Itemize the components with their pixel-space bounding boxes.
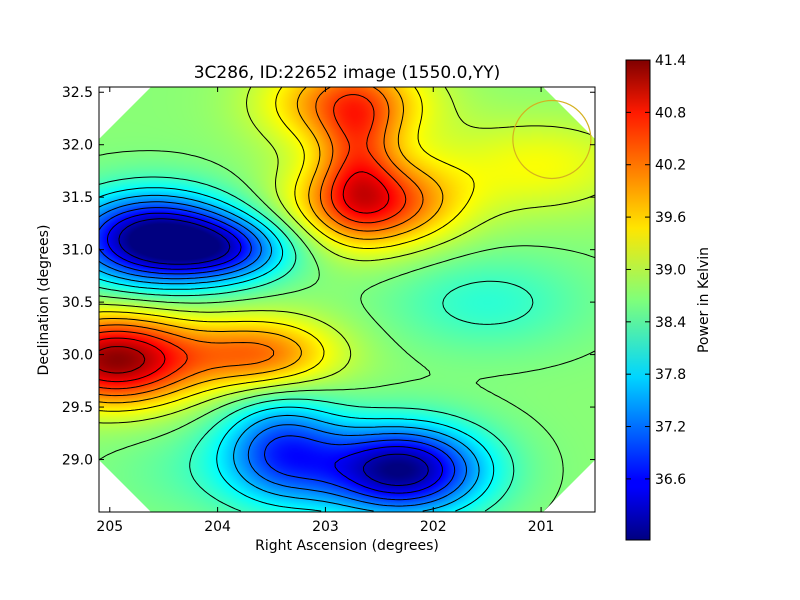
heatmap-image	[99, 87, 595, 512]
y-tick-label: 30.5	[62, 295, 93, 311]
colorbar-tick-label: 37.8	[655, 367, 686, 383]
y-tick-label: 31.0	[62, 243, 93, 259]
colorbar: 36.6 37.2 37.8 38.4 39.0 39.6 40.2 40.8 41.4	[625, 53, 686, 541]
x-axis-label: Right Ascension (degrees)	[255, 538, 439, 554]
contour-level-4	[99, 194, 480, 512]
contour-level-12	[99, 94, 407, 390]
x-tick-label: 202	[420, 519, 447, 535]
colorbar-tick-label: 41.4	[655, 53, 686, 69]
contour-level-3	[99, 201, 467, 507]
contour-level-6	[99, 176, 534, 512]
y-tick-label: 30.0	[62, 348, 93, 364]
colorbar-frame	[625, 59, 651, 541]
contour-level-9	[99, 87, 475, 412]
colorbar-gradient	[626, 60, 650, 540]
colorbar-tick-label: 37.2	[655, 420, 686, 436]
chart-title: 3C286, ID:22652 image (1550.0,YY)	[194, 63, 501, 83]
colorbar-tick-label: 39.0	[655, 262, 686, 278]
colorbar-label: Power in Kelvin	[696, 247, 712, 353]
contour-lines	[99, 87, 595, 512]
contour-level-8	[99, 87, 595, 424]
y-tick-label: 29.5	[62, 400, 93, 416]
colorbar-tick-label: 40.8	[655, 105, 686, 121]
y-tick-label: 32.5	[62, 85, 93, 101]
x-axis-ticks: 205 204 203 202 201	[96, 87, 554, 535]
y-tick-label: 29.0	[62, 453, 93, 469]
contour-level-1	[106, 212, 443, 494]
y-axis-label: Declination (degrees)	[36, 225, 52, 376]
contour-level-13	[99, 171, 390, 383]
x-tick-label: 201	[528, 519, 555, 535]
y-axis-ticks: 29.0 29.5 30.0 30.5 31.0 31.5 32.0 32.5	[62, 85, 595, 469]
x-tick-label: 203	[312, 519, 339, 535]
colorbar-tick-label: 40.2	[655, 158, 686, 174]
x-tick-label: 205	[96, 519, 123, 535]
contour-level-10	[99, 87, 444, 404]
plot-frame	[98, 86, 596, 513]
y-tick-label: 31.5	[62, 190, 93, 206]
colorbar-tick-label: 38.4	[655, 315, 686, 331]
y-tick-label: 32.0	[62, 138, 93, 154]
colorbar-ticks: 36.6 37.2 37.8 38.4 39.0 39.6 40.2 40.8 41.4	[626, 53, 686, 488]
contour-level-5	[99, 187, 495, 512]
plot-area: 205 204 203 202 201 29.0 29.5 30.0 30.5 31.0 31.5…	[62, 85, 596, 535]
contour-level-7	[99, 150, 595, 512]
colorbar-tick-label: 39.6	[655, 210, 686, 226]
colorbar-tick-label: 36.6	[655, 472, 686, 488]
contour-level-2	[99, 207, 456, 501]
x-tick-label: 204	[204, 519, 231, 535]
contour-level-14	[99, 346, 146, 374]
beam-marker	[512, 99, 592, 180]
contour-level-0	[118, 218, 429, 486]
